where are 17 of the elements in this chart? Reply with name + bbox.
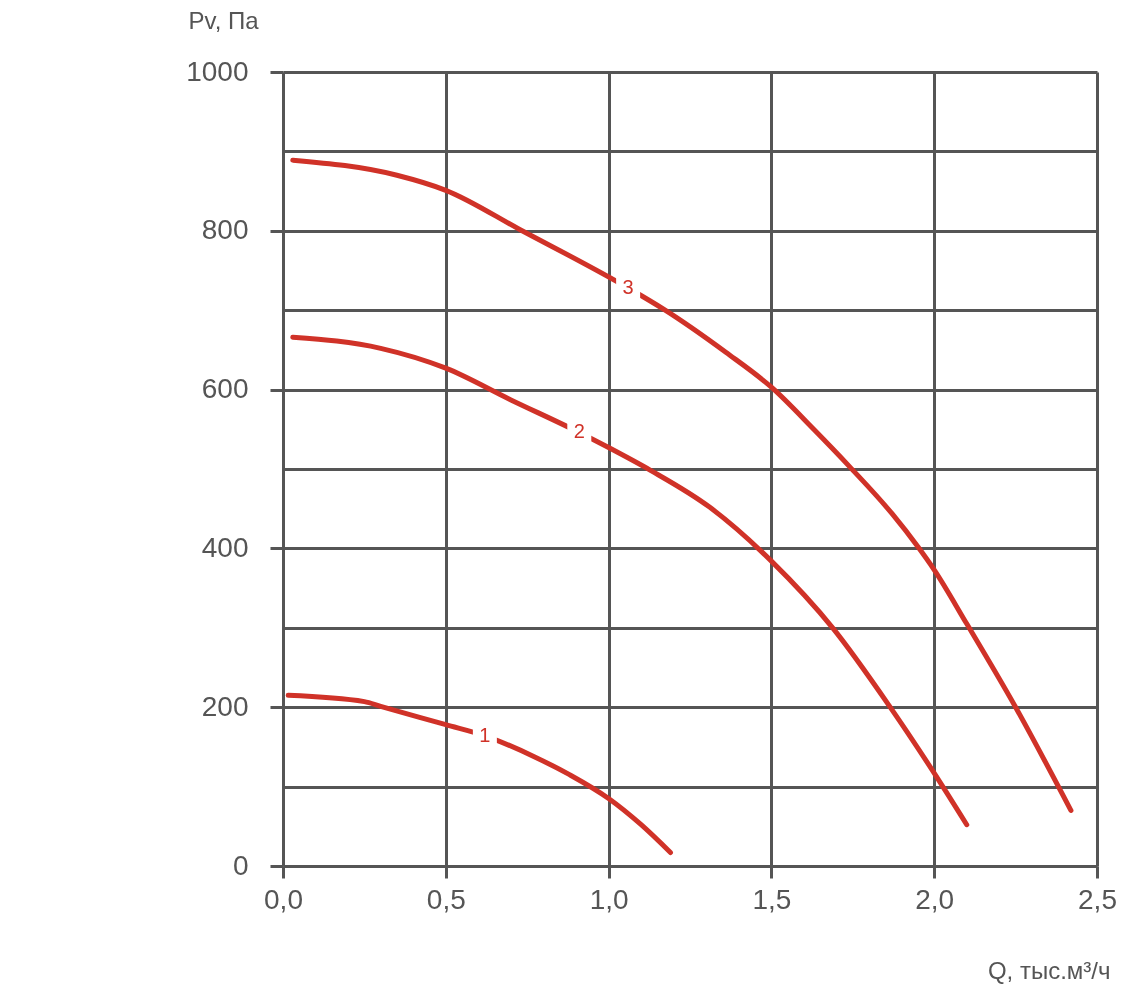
y-tick-label: 600 [201,373,249,405]
y-tick-label: 400 [201,531,249,563]
y-tick-label: 1000 [186,55,249,87]
y-tick-label: 200 [201,690,249,722]
y-tick-label: 800 [201,214,249,246]
x-tick-label: 0,5 [426,883,466,915]
x-tick-label: 2,5 [1078,883,1117,915]
series-label: 3 [622,275,634,298]
x-tick-label: 1,0 [589,883,629,915]
y-tick-label: 0 [232,849,249,881]
x-tick-label: 2,0 [915,883,955,915]
x-tick-label: 0,0 [264,883,303,915]
x-tick-label: 1,5 [752,883,792,915]
y-axis-title: Pv, Па [188,6,260,34]
series-label: 1 [479,723,491,746]
series-label: 2 [573,420,585,443]
x-axis-title: Q, тыс.м³/ч [987,956,1111,984]
